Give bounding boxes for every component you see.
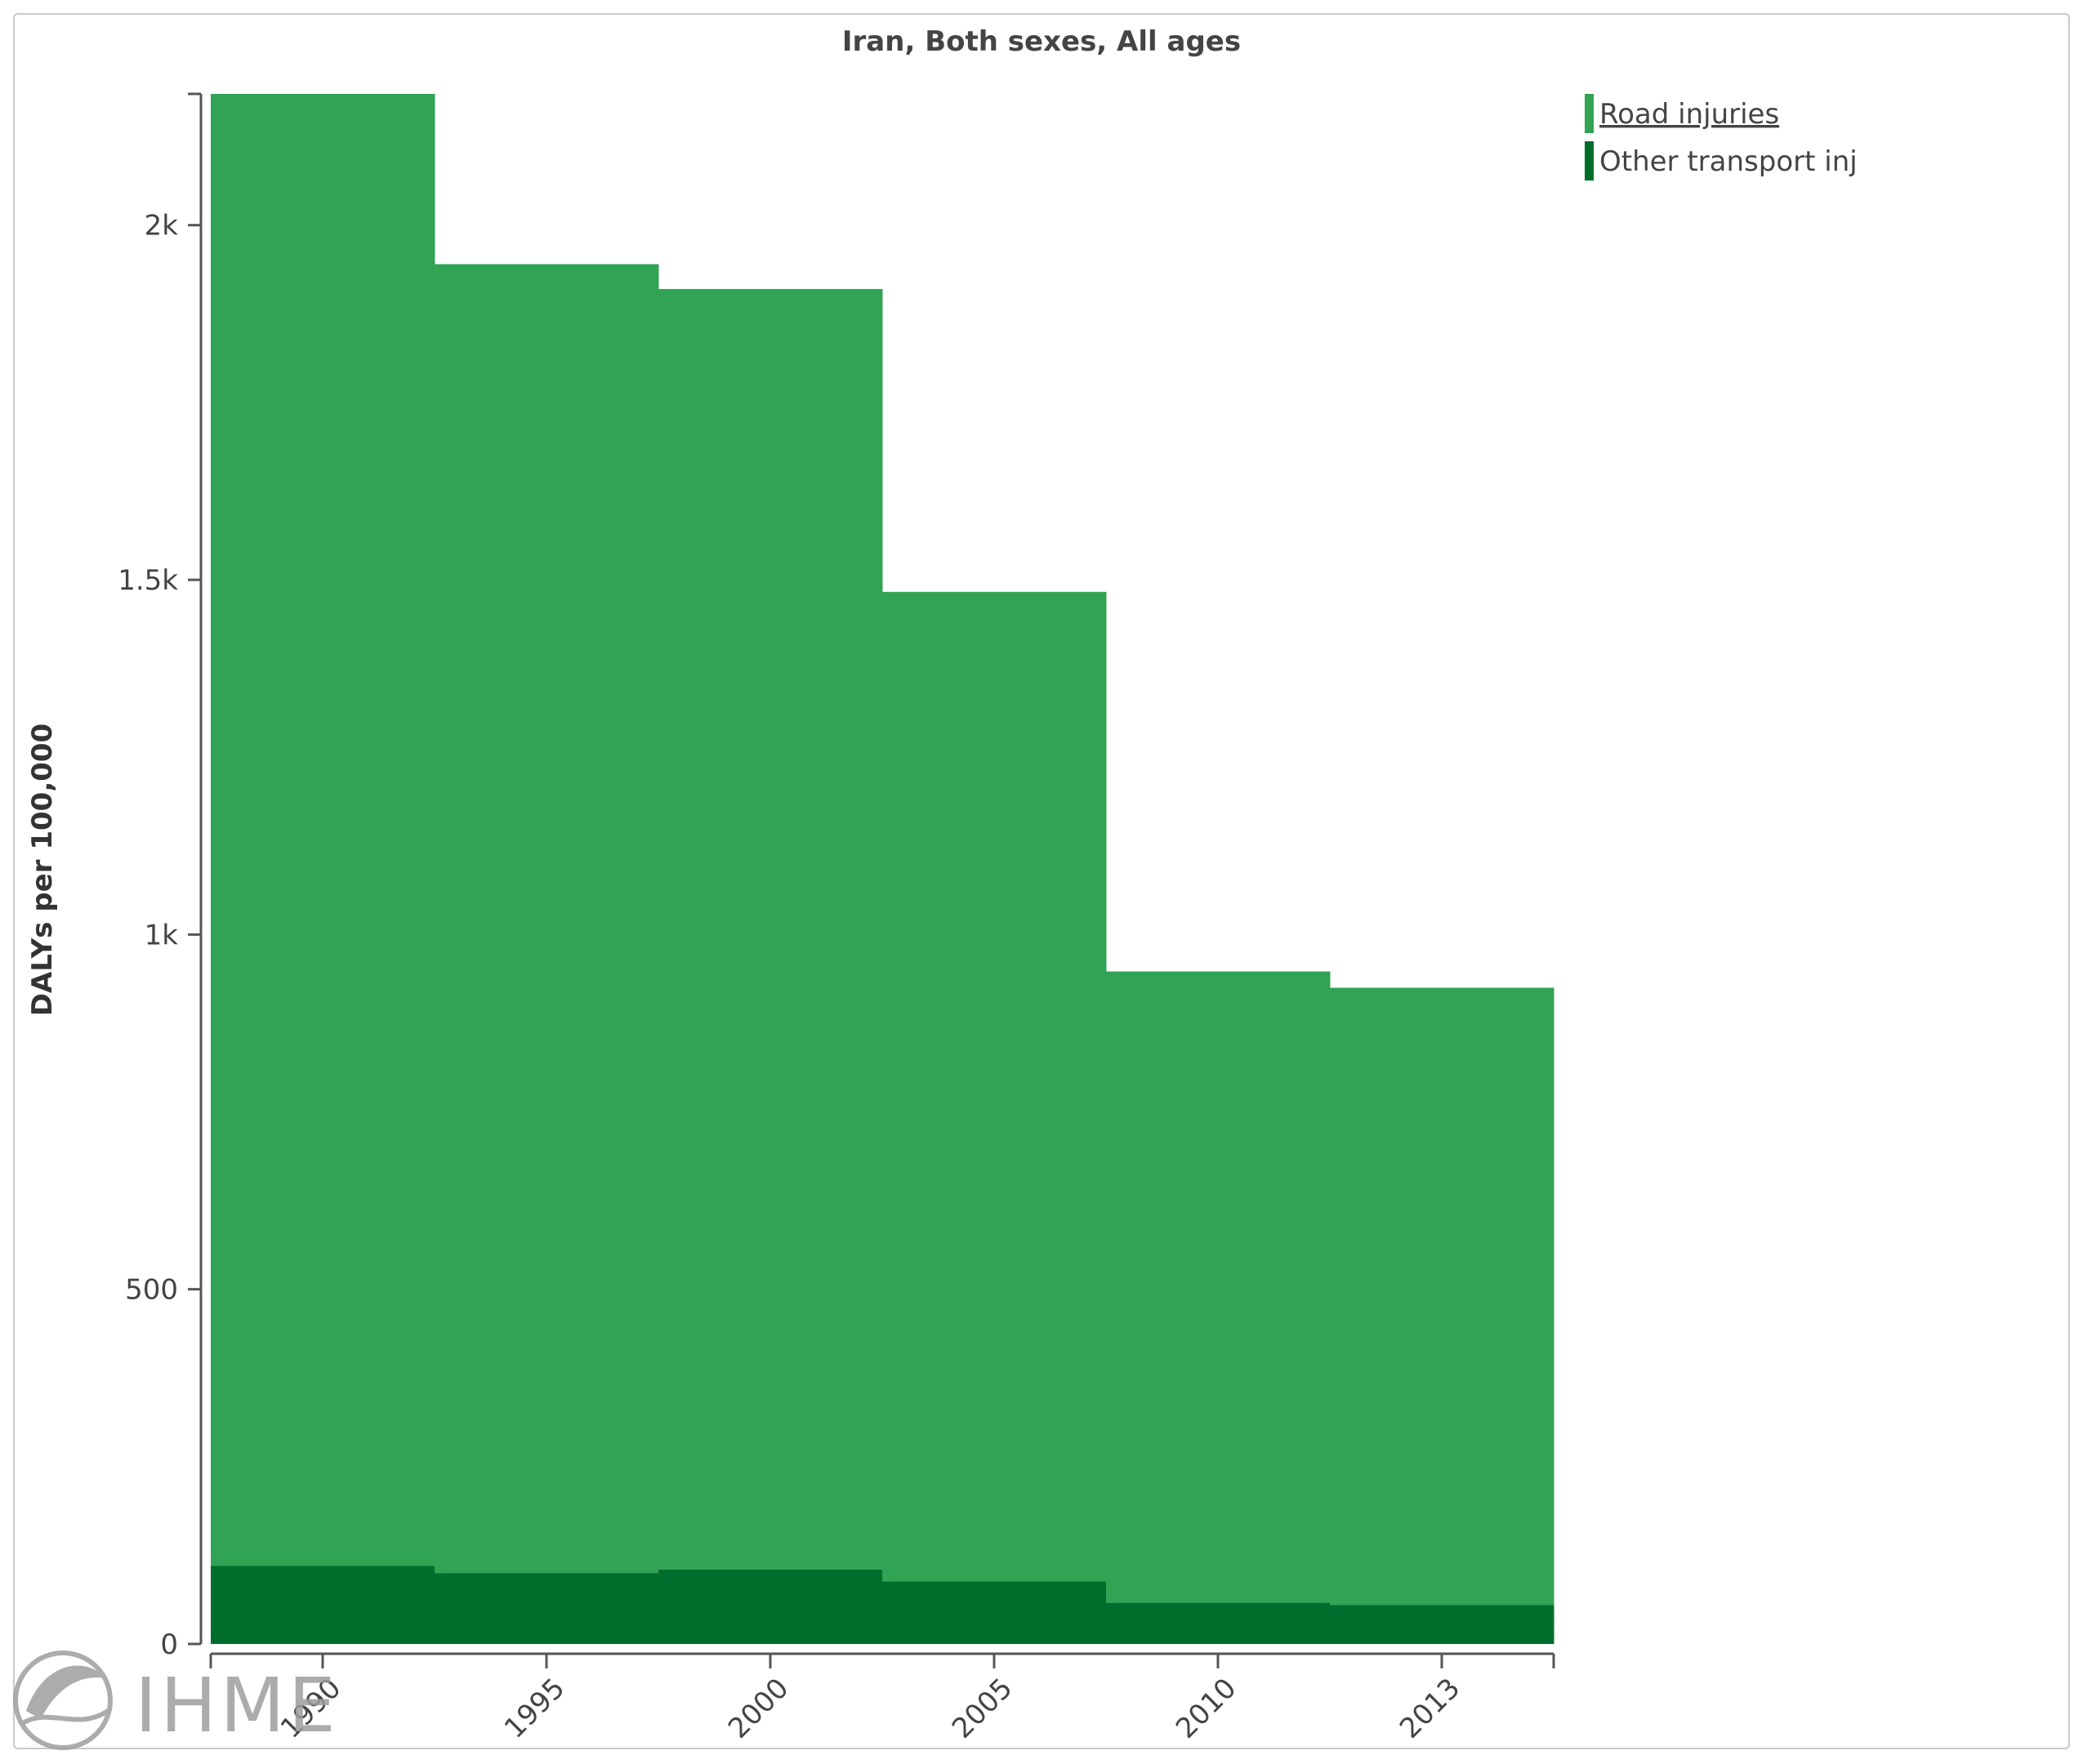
other-transport-segment (1106, 1602, 1331, 1644)
other-transport-segment (211, 1566, 435, 1644)
y-tick-label: 500 (125, 1274, 178, 1307)
legend[interactable]: Road injuries Other transport inj (1585, 94, 1858, 180)
road-injuries-segment (658, 288, 883, 1570)
road-injuries-segment (211, 94, 435, 1566)
y-tick-label: 0 (160, 1628, 178, 1661)
ihme-watermark: IHME (13, 1650, 339, 1750)
road-injuries-segment (1330, 987, 1554, 1606)
chart-title: Iran, Both sexes, All ages (842, 25, 1241, 58)
legend-swatch[interactable] (1585, 141, 1594, 180)
legend-swatch[interactable] (1585, 94, 1594, 133)
x-tick-label: 2005 (946, 1672, 1019, 1744)
y-tick-label: 1.5k (118, 564, 178, 597)
road-injuries-segment (1106, 971, 1331, 1603)
x-tick-label: 1995 (498, 1672, 571, 1744)
ihme-logo-wave (21, 1708, 109, 1726)
ihme-logo-leaf (26, 1665, 105, 1719)
x-tick-label: 2000 (722, 1672, 795, 1744)
road-injuries-segment (435, 264, 659, 1574)
x-tick-label: 2010 (1170, 1672, 1242, 1744)
legend-item-label[interactable]: Road injuries (1599, 98, 1779, 131)
ihme-logo-text: IHME (135, 1662, 339, 1749)
other-transport-segment (435, 1573, 659, 1644)
y-tick-label: 1k (145, 919, 179, 951)
y-axis-label: DALYs per 100,000 (26, 724, 59, 1016)
road-injuries-segment (882, 591, 1107, 1582)
y-tick-label: 2k (145, 210, 179, 243)
ihme-logo-icon (13, 1650, 113, 1750)
other-transport-segment (1330, 1605, 1554, 1644)
other-transport-segment (882, 1581, 1107, 1644)
other-transport-segment (658, 1569, 883, 1644)
x-tick-label: 2013 (1394, 1672, 1466, 1744)
legend-item-label[interactable]: Other transport inj (1599, 145, 1858, 178)
plot-area (211, 94, 1554, 1644)
